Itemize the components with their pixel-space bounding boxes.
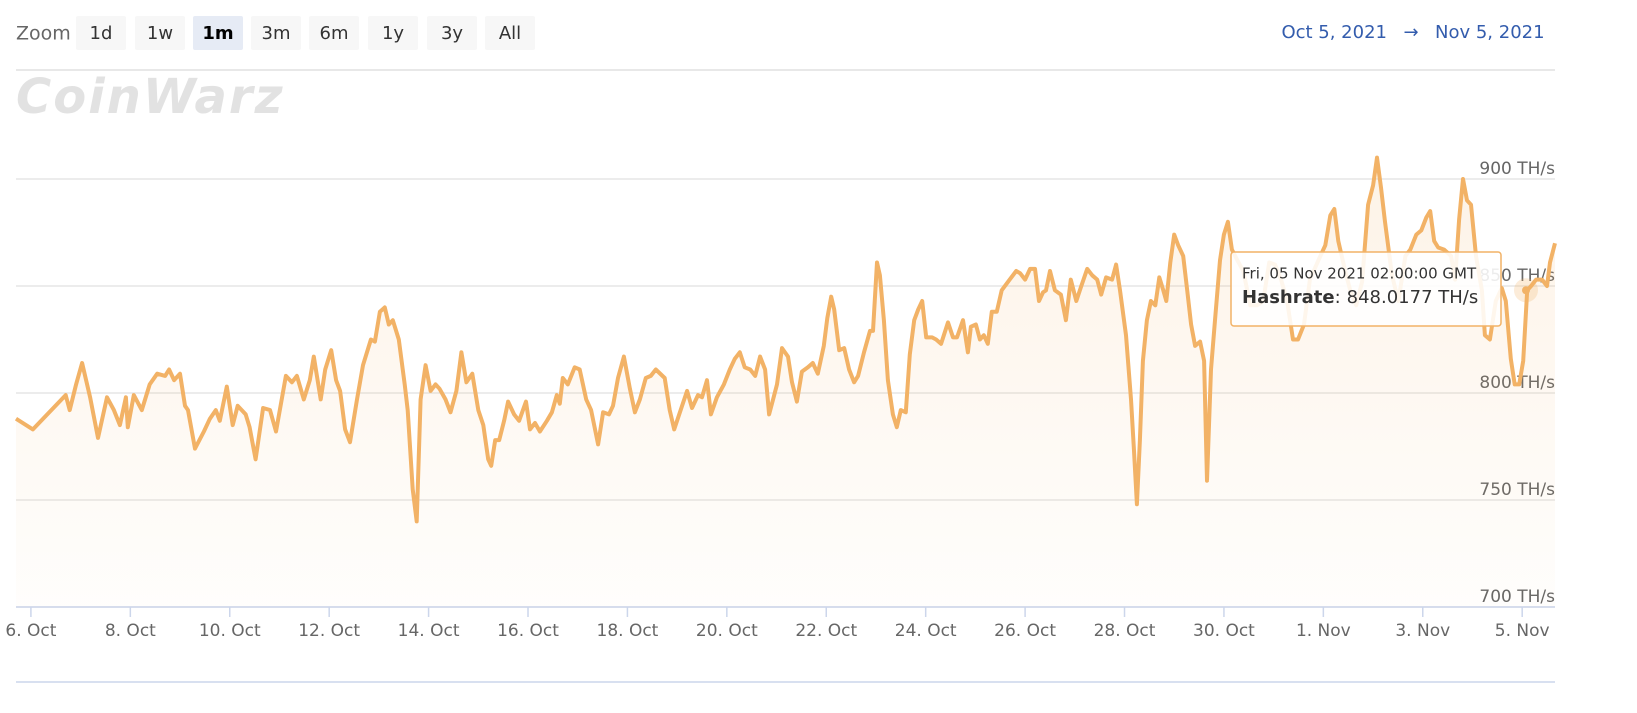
zoom-button-label[interactable]: 6m [320,23,349,44]
hover-point [1522,286,1530,295]
tooltip-series: Hashrate [1242,287,1335,308]
zoom-button-label[interactable]: All [499,23,521,44]
zoom-button[interactable] [193,16,243,50]
zoom-label: Zoom [16,23,71,45]
tooltip-body: Hashrate: 848.0177 TH/s [1242,287,1478,308]
x-tick-label: 3. Nov [1395,621,1450,641]
x-tick-label: 5. Nov [1495,621,1550,641]
tooltip: Fri, 05 Nov 2021 02:00:00 GMT Hashrate: 8… [1230,251,1502,327]
zoom-button-label[interactable]: 3y [441,23,463,44]
x-tick-label: 20. Oct [696,621,758,641]
zoom-button-label[interactable]: 1w [147,23,173,44]
x-tick-label: 18. Oct [597,621,659,641]
zoom-button-label[interactable]: 1d [90,23,113,44]
tooltip-header: Fri, 05 Nov 2021 02:00:00 GMT [1242,265,1477,283]
x-tick-label: 8. Oct [105,621,156,641]
zoom-button[interactable] [427,16,477,50]
zoom-button[interactable] [485,16,535,50]
zoom-button[interactable] [251,16,301,50]
tooltip-value: 848.0177 TH/s [1347,287,1479,308]
range-to[interactable]: Nov 5, 2021 [1435,22,1545,43]
x-tick-label: 6. Oct [5,621,56,641]
x-tick-label: 10. Oct [199,621,261,641]
x-tick-label: 28. Oct [1094,621,1156,641]
zoom-buttons: 1d 1w 1m 3m 6m 1y 3y All [76,16,535,50]
x-tick-label: 1. Nov [1296,621,1351,641]
x-tick-label: 12. Oct [298,621,360,641]
x-tick-label: 26. Oct [994,621,1056,641]
x-tick-label: 24. Oct [895,621,957,641]
zoom-button-label[interactable]: 3m [262,23,291,44]
x-tick-label: 22. Oct [795,621,857,641]
x-tick-label: 30. Oct [1193,621,1255,641]
zoom-button[interactable] [76,16,126,50]
zoom-button-label[interactable]: 1y [382,23,404,44]
range-from[interactable]: Oct 5, 2021 [1281,22,1387,43]
watermark: CoinWarz [16,69,285,125]
zoom-button-label[interactable]: 1m [202,23,233,44]
x-tick-label: 16. Oct [497,621,559,641]
range-arrow: → [1403,22,1418,43]
zoom-button[interactable] [135,16,185,50]
zoom-button[interactable] [368,16,418,50]
tooltip-separator: : [1335,287,1341,308]
area-fill [16,157,1555,607]
y-tick-label: 900 TH/s [1479,159,1555,179]
zoom-button[interactable] [309,16,359,50]
x-tick-label: 14. Oct [398,621,460,641]
tooltip-box [1230,251,1502,327]
